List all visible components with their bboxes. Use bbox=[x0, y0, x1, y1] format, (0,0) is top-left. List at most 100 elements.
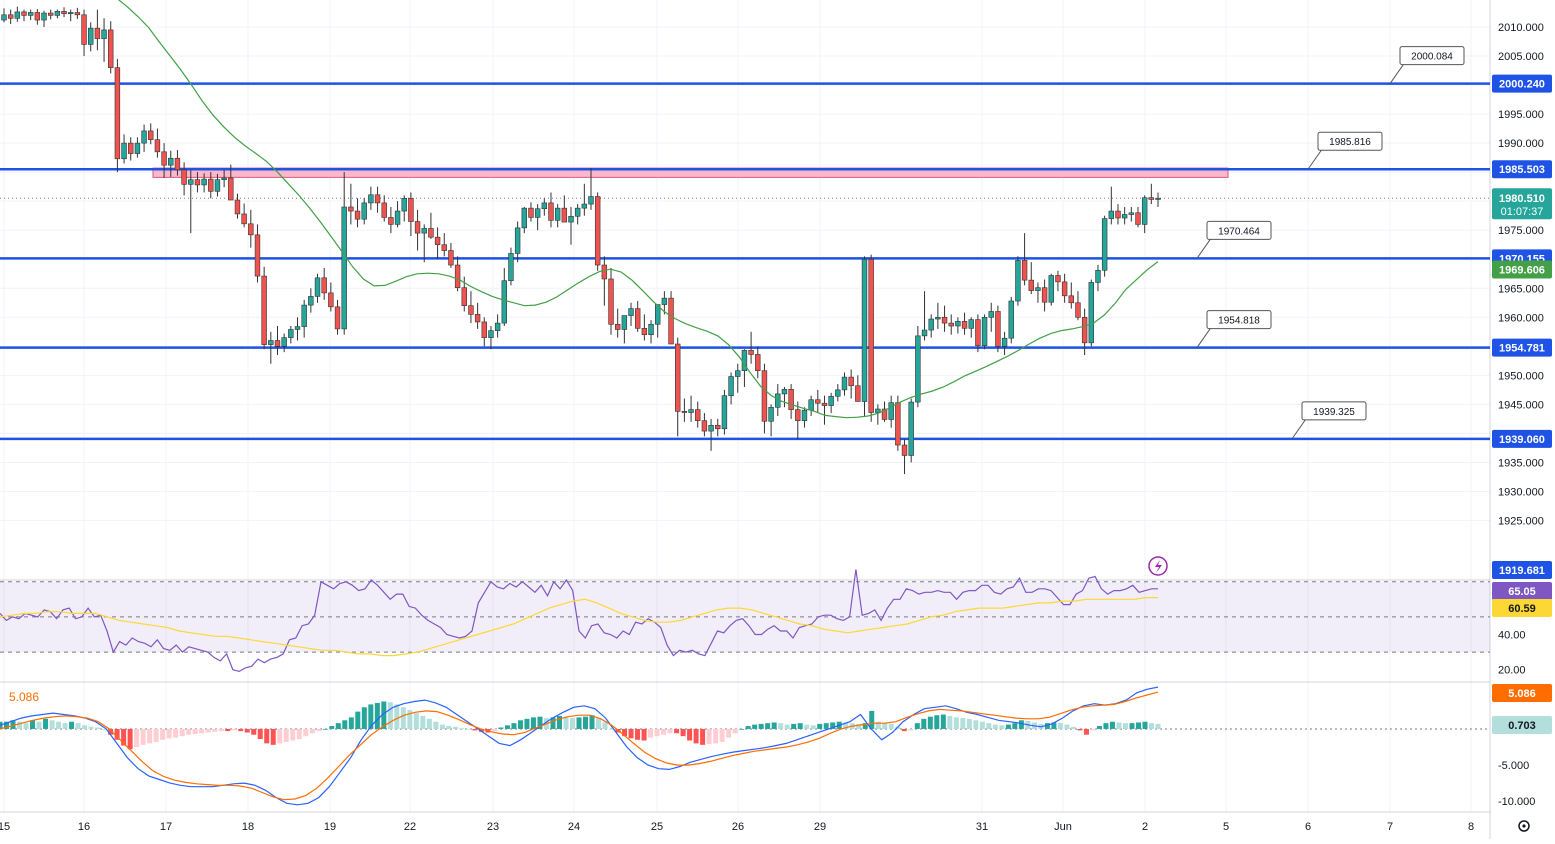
candle-body bbox=[561, 207, 568, 223]
macd-hist-bar bbox=[491, 728, 497, 732]
candle-body bbox=[534, 208, 541, 218]
callout-leader bbox=[1307, 148, 1323, 170]
rsi-ma-value-tag-bg bbox=[1492, 599, 1552, 617]
candle-body bbox=[601, 264, 608, 280]
candle-body bbox=[695, 409, 701, 421]
candle-body bbox=[7, 14, 14, 19]
callout-box bbox=[1206, 310, 1272, 330]
macd-hist-bar bbox=[303, 728, 309, 737]
rsi-ma-value-tag: 60.59 bbox=[1508, 603, 1536, 615]
level-tag: 1939.060 bbox=[1499, 434, 1545, 446]
macd-hist-bar bbox=[244, 728, 250, 733]
candle-body bbox=[641, 328, 648, 336]
candle-body bbox=[354, 210, 361, 220]
macd-hist-bar bbox=[1116, 722, 1122, 729]
candle-body bbox=[848, 376, 854, 387]
level-tag-bg bbox=[1492, 74, 1552, 93]
macd-hist-bar bbox=[908, 728, 914, 731]
rsi-ma-line bbox=[0, 596, 1158, 657]
level-tag-bg bbox=[1492, 429, 1552, 448]
callout-leader bbox=[1196, 238, 1212, 259]
candle-body bbox=[408, 197, 414, 222]
candle-body bbox=[875, 408, 881, 413]
price-tick: 1990.000 bbox=[1498, 138, 1544, 150]
candle-body bbox=[1061, 281, 1068, 297]
price-tick: 1950.000 bbox=[1498, 370, 1544, 382]
price-tick: 1925.000 bbox=[1498, 516, 1544, 528]
candle-body bbox=[108, 29, 114, 68]
macd-hist-bar bbox=[446, 726, 452, 729]
macd-hist-bar bbox=[361, 707, 367, 729]
candle-body bbox=[1015, 260, 1021, 302]
macd-hist-bar bbox=[569, 718, 575, 729]
time-tick: 25 bbox=[651, 821, 663, 833]
candle-body bbox=[955, 321, 961, 327]
macd-hist-bar bbox=[316, 728, 322, 732]
rsi-tick: 40.00 bbox=[1498, 630, 1526, 642]
candle-body bbox=[368, 194, 374, 204]
candle-body bbox=[74, 12, 81, 16]
candles bbox=[1, 6, 1161, 475]
candle-body bbox=[755, 354, 761, 372]
candle-body bbox=[968, 319, 974, 329]
macd-hist-bar bbox=[862, 723, 868, 729]
macd-hist-bar bbox=[290, 728, 296, 741]
candle-body bbox=[808, 399, 814, 411]
price-axis[interactable]: 2010.0002005.0002000.0001995.0001990.000… bbox=[1491, 0, 1555, 839]
level-tag-bg bbox=[1492, 338, 1552, 357]
level-callouts[interactable]: 2000.084 1985.816 1970.464 1954.818 1939.325 bbox=[1196, 46, 1465, 440]
macd-hist-bar bbox=[810, 725, 816, 729]
macd-hist-bar bbox=[264, 728, 270, 744]
candle-body bbox=[748, 350, 754, 355]
candle-body bbox=[828, 395, 834, 406]
macd-hist-bar bbox=[114, 728, 120, 740]
macd-hist-bar bbox=[992, 724, 998, 729]
callout-box bbox=[1317, 131, 1383, 151]
macd-hist-bar bbox=[843, 722, 849, 729]
time-tick: 26 bbox=[732, 821, 744, 833]
candle-body bbox=[621, 315, 628, 330]
gear-icon bbox=[1518, 820, 1530, 832]
callout-box bbox=[1301, 401, 1367, 421]
macd-hist-bar bbox=[387, 702, 393, 729]
candle-body bbox=[521, 207, 528, 229]
time-axis[interactable]: 15 16 17 18 19 22 23 24 25 26 29 31 Jun 2 5 6 7 8 bbox=[0, 821, 1474, 833]
candle-body bbox=[81, 14, 87, 45]
macd-hist-bar bbox=[635, 728, 641, 740]
candle-body bbox=[328, 292, 334, 308]
macd-hist-bar bbox=[556, 715, 562, 729]
time-tick: 23 bbox=[487, 821, 499, 833]
candle-body bbox=[995, 311, 1001, 347]
time-tick: 29 bbox=[814, 821, 826, 833]
candle-body bbox=[688, 409, 694, 413]
candle-body bbox=[1115, 210, 1121, 219]
macd-hist-bar bbox=[784, 724, 790, 729]
macd-hist-bar bbox=[1109, 721, 1115, 729]
candle-body bbox=[1088, 282, 1094, 344]
candle-body bbox=[614, 323, 621, 330]
macd-hist-bar bbox=[517, 720, 523, 729]
candle-body bbox=[634, 308, 641, 329]
candle-body bbox=[414, 221, 421, 234]
time-tick: 2 bbox=[1142, 821, 1148, 833]
macd-hist-bar bbox=[225, 728, 231, 732]
hist-value-tag-bg bbox=[1492, 716, 1552, 734]
candle-body bbox=[41, 12, 47, 21]
time-tick: 31 bbox=[976, 821, 988, 833]
macd-hist-bar bbox=[609, 728, 615, 730]
candle-body bbox=[628, 308, 634, 316]
macd-hist-bar bbox=[693, 728, 699, 744]
macd-hist-bar bbox=[283, 728, 289, 742]
candle-body bbox=[1068, 295, 1074, 304]
macd-hist-bar bbox=[160, 728, 166, 740]
candle-body bbox=[341, 206, 347, 330]
horizontal-levels[interactable] bbox=[0, 82, 1490, 441]
macd-hist-bar bbox=[1103, 723, 1109, 729]
candle-body bbox=[1041, 287, 1048, 303]
macd-hist-bar bbox=[791, 723, 797, 729]
macd-hist-bar bbox=[153, 728, 159, 742]
macd-hist-bar bbox=[231, 728, 237, 731]
icons[interactable] bbox=[1148, 556, 1530, 832]
